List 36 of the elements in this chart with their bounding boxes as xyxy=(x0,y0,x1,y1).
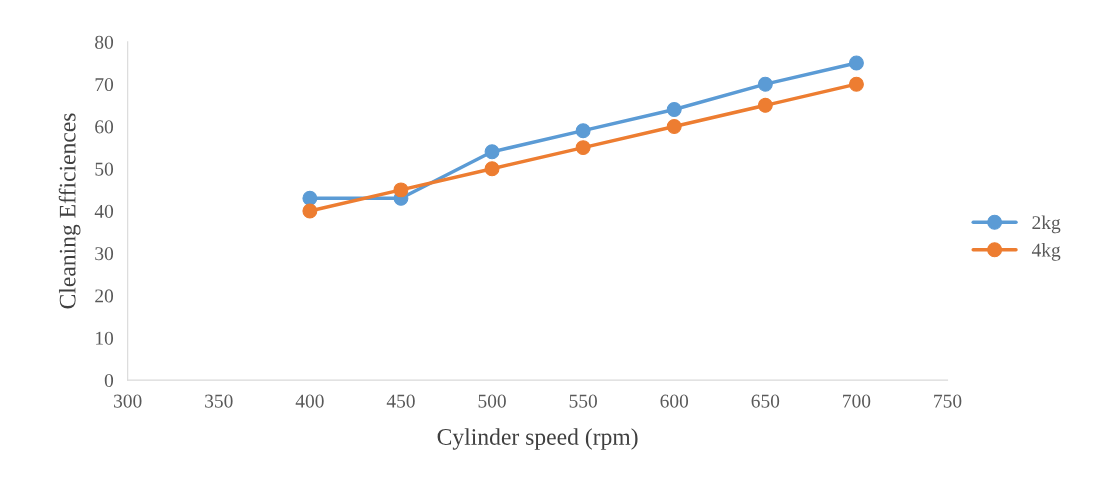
y-axis-title: Cleaning Efficiences xyxy=(58,113,81,309)
x-tick-label: 700 xyxy=(843,394,871,408)
y-tick-label: 40 xyxy=(94,204,114,218)
point xyxy=(757,76,773,92)
y-tick-label: 60 xyxy=(95,120,114,134)
point xyxy=(575,140,591,156)
y-tick-label: 20 xyxy=(95,289,114,303)
x-tick-label: 550 xyxy=(569,394,597,408)
y-tick-label: 30 xyxy=(95,247,114,261)
point xyxy=(757,97,773,113)
y-tick-label: 50 xyxy=(95,162,114,176)
point xyxy=(666,118,682,134)
point xyxy=(848,55,864,71)
legend-label: 4kg xyxy=(1031,243,1061,261)
point xyxy=(302,203,318,219)
point xyxy=(484,161,500,177)
point xyxy=(393,182,409,198)
point xyxy=(302,190,318,206)
x-tick-label: 300 xyxy=(114,394,142,408)
x-tick-label: 350 xyxy=(205,394,233,408)
x-tick-label: 450 xyxy=(386,394,415,408)
y-tick-label: 0 xyxy=(104,373,114,388)
point xyxy=(666,102,682,118)
x-tick-label: 600 xyxy=(660,394,689,408)
point xyxy=(484,144,500,160)
y-tick-label: 80 xyxy=(95,35,114,49)
x-tick-label: 400 xyxy=(295,394,324,408)
x-tick-label: 650 xyxy=(751,394,780,408)
y-tick-label: 10 xyxy=(96,331,114,345)
point xyxy=(575,123,591,139)
x-tick-label: 750 xyxy=(934,394,962,408)
y-tick-label: 70 xyxy=(95,78,114,92)
x-axis-title: Cylinder speed (rpm) xyxy=(437,428,638,450)
legend-label: 2kg xyxy=(1032,215,1061,234)
point xyxy=(848,76,864,92)
x-tick-label: 500 xyxy=(478,394,506,408)
